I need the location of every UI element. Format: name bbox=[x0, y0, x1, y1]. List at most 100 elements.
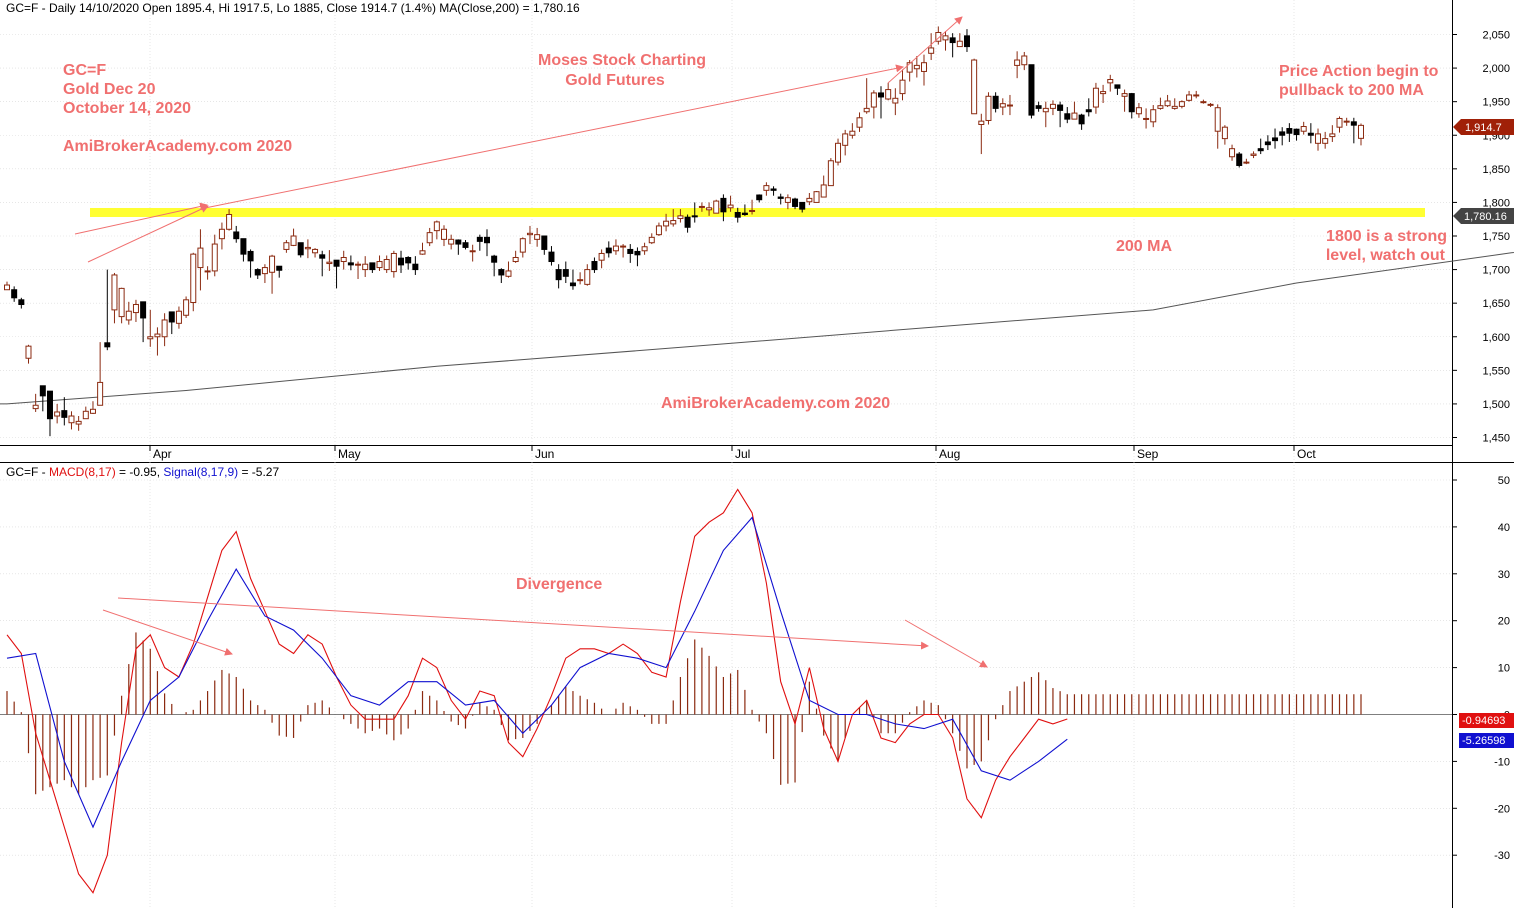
candle bbox=[1114, 84, 1121, 95]
candle-body-up bbox=[870, 92, 877, 108]
candle-body-down bbox=[777, 196, 784, 199]
candle-body-down bbox=[684, 216, 691, 228]
candle bbox=[1157, 97, 1164, 110]
candle bbox=[1358, 123, 1364, 146]
candle bbox=[1336, 116, 1343, 133]
candle bbox=[720, 194, 727, 222]
candle bbox=[190, 252, 197, 312]
macd-header-prefix: GC=F - bbox=[6, 465, 49, 479]
candle bbox=[1006, 94, 1013, 116]
candle-body-down bbox=[691, 215, 698, 218]
candle-body-up bbox=[54, 411, 61, 417]
candle bbox=[455, 239, 462, 255]
candle bbox=[999, 98, 1006, 116]
candle-body-up bbox=[584, 269, 591, 285]
candle bbox=[949, 33, 956, 58]
candle-body-down bbox=[1350, 121, 1357, 126]
candle-body-up bbox=[147, 336, 154, 340]
candle bbox=[25, 344, 32, 364]
candle-body-down bbox=[1057, 104, 1064, 111]
price-tick-label: 1,950 bbox=[1482, 97, 1510, 109]
candle-body-up bbox=[25, 345, 32, 359]
macd-tick-label: -20 bbox=[1494, 803, 1510, 815]
candle-body-down bbox=[555, 269, 562, 281]
candle-body-up bbox=[190, 253, 197, 303]
ann-level-line1: 1800 is a strong bbox=[1326, 228, 1447, 245]
candle bbox=[1107, 74, 1114, 92]
macd-tick-label: 50 bbox=[1498, 475, 1510, 487]
candle-body-down bbox=[168, 311, 175, 323]
candle bbox=[942, 31, 949, 51]
candle-body-down bbox=[992, 95, 999, 109]
candle bbox=[591, 257, 598, 273]
signal-badge-shape bbox=[1459, 733, 1514, 748]
candle-body-down bbox=[1035, 105, 1042, 109]
candle bbox=[89, 401, 96, 414]
candle bbox=[1178, 100, 1185, 109]
close-badge-shape bbox=[1453, 119, 1514, 135]
candle-body-up bbox=[784, 197, 791, 203]
arrow-macd-long-divergence bbox=[117, 597, 929, 650]
macd-tick-label: -30 bbox=[1494, 850, 1510, 862]
candle-body-up bbox=[1322, 138, 1329, 144]
candle-body-up bbox=[942, 35, 949, 41]
candle bbox=[1343, 117, 1350, 126]
candle-body-down bbox=[878, 92, 885, 98]
candle-body-up bbox=[32, 404, 39, 410]
candle-body-up bbox=[577, 279, 584, 282]
candle bbox=[663, 213, 670, 232]
price-tick-label: 2,000 bbox=[1482, 63, 1510, 75]
candle-body-up bbox=[1135, 107, 1142, 115]
candle-body-down bbox=[254, 269, 261, 276]
value-badges: 1,914.7 1,780.16 -0.94693 -5.26598 bbox=[1453, 119, 1514, 748]
candle bbox=[319, 250, 326, 277]
candle-body-up bbox=[1186, 94, 1193, 101]
candle-body-up bbox=[763, 185, 770, 191]
candle-body-up bbox=[835, 142, 842, 163]
candle-body-down bbox=[627, 248, 634, 254]
candle-body-up bbox=[935, 31, 942, 42]
candle bbox=[347, 255, 354, 271]
candle-body-down bbox=[1028, 64, 1035, 116]
candle bbox=[749, 199, 756, 215]
candle bbox=[61, 397, 68, 426]
month-label: Jun bbox=[535, 447, 554, 461]
ann-ma-label: 200 MA bbox=[1116, 238, 1172, 255]
candle bbox=[147, 309, 154, 347]
candle bbox=[971, 58, 978, 115]
candle bbox=[261, 264, 268, 284]
candle-body-down bbox=[462, 242, 469, 248]
candle-body-up bbox=[677, 215, 684, 220]
candle bbox=[1057, 101, 1064, 128]
candle bbox=[204, 266, 211, 280]
candle bbox=[648, 233, 655, 245]
candle bbox=[920, 54, 927, 86]
candle-body-up bbox=[641, 246, 648, 252]
candle bbox=[799, 201, 806, 213]
price-tick-label: 1,550 bbox=[1482, 365, 1510, 377]
candle-body-down bbox=[720, 197, 727, 213]
candle bbox=[856, 112, 863, 132]
candle bbox=[641, 242, 648, 255]
candle-body-up bbox=[1100, 91, 1107, 95]
candle-body-down bbox=[39, 385, 46, 397]
price-tick-label: 1,600 bbox=[1482, 332, 1510, 344]
candle-body-up bbox=[304, 246, 311, 250]
candle-body-down bbox=[455, 239, 462, 245]
candle bbox=[1100, 84, 1107, 104]
candle bbox=[519, 237, 526, 258]
month-label: Aug bbox=[939, 447, 960, 461]
candle-body-up bbox=[426, 232, 433, 244]
candle bbox=[1236, 152, 1243, 168]
candle bbox=[1279, 127, 1286, 146]
month-axis: Apr May Jun Jul Aug Sep Oct bbox=[149, 445, 1316, 461]
candle-body-up bbox=[1164, 100, 1171, 107]
ma-badge-shape bbox=[1453, 208, 1514, 224]
candle-body-down bbox=[770, 188, 777, 191]
candle-body-up bbox=[648, 236, 655, 244]
candle-body-up bbox=[920, 62, 927, 72]
candle bbox=[276, 265, 283, 278]
ann-symbol: GC=F bbox=[63, 62, 106, 79]
candle bbox=[1064, 107, 1071, 124]
candle bbox=[963, 29, 970, 52]
